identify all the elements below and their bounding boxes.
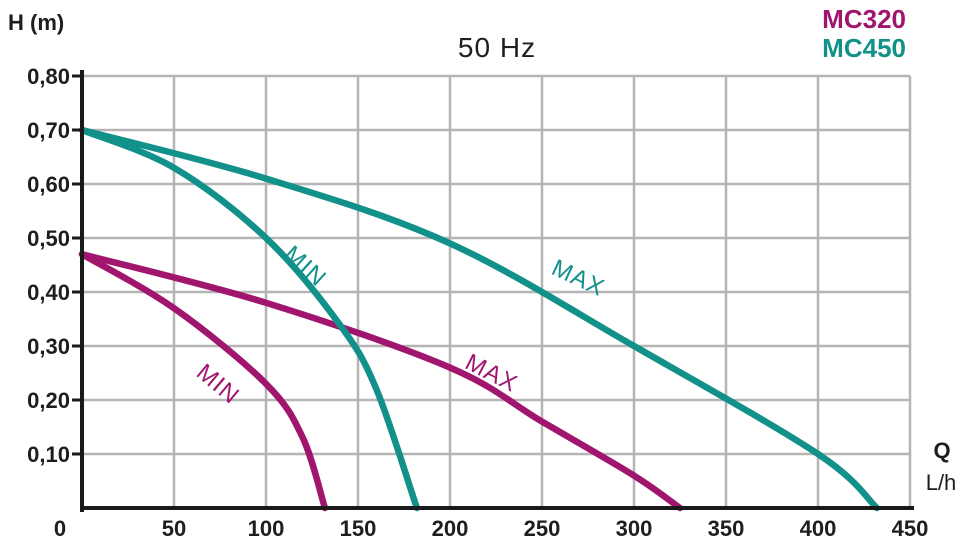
x-tick-label: 300: [616, 516, 653, 541]
x-tick-label: 150: [340, 516, 377, 541]
curve-mc450-max: [78, 126, 881, 512]
chart-title: 50 Hz: [458, 32, 536, 63]
x-axis-unit: L/h: [926, 470, 957, 495]
legend-mc320: MC320: [822, 4, 906, 34]
y-tick-label: 0,40: [27, 280, 70, 305]
y-tick-labels: 0,10 0,20 0,30 0,40 0,50 0,60 0,70 0,80: [27, 64, 70, 467]
y-tick-label: 0,30: [27, 334, 70, 359]
legend-mc450: MC450: [822, 33, 906, 63]
curve-mc450-min: [78, 126, 421, 512]
curves: [78, 126, 881, 512]
y-tick-label: 0,20: [27, 388, 70, 413]
x-tick-label: 250: [524, 516, 561, 541]
x-tick-label: 100: [248, 516, 285, 541]
axes: [72, 70, 914, 512]
x-tick-label: 50: [162, 516, 186, 541]
label-mc320-min: MIN: [191, 359, 244, 410]
y-tick-label: 0,10: [27, 442, 70, 467]
x-axis-title: Q: [933, 438, 950, 463]
curve-mc320-min: [78, 250, 329, 512]
label-mc450-max: MAX: [548, 254, 609, 302]
grid: [82, 74, 912, 508]
x-tick-label: 0: [54, 516, 66, 541]
y-tick-label: 0,80: [27, 64, 70, 89]
x-tick-labels: 0 50 100 150 200 250 300 350 400 450: [54, 516, 928, 541]
x-tick-label: 450: [892, 516, 929, 541]
y-tick-label: 0,50: [27, 226, 70, 251]
x-tick-label: 350: [708, 516, 745, 541]
curve-mc320-max: [78, 250, 684, 512]
y-tick-label: 0,70: [27, 118, 70, 143]
label-mc450-min: MIN: [279, 241, 332, 293]
y-axis-title: H (m): [8, 10, 64, 35]
x-tick-label: 200: [432, 516, 469, 541]
y-tick-label: 0,60: [27, 172, 70, 197]
x-tick-label: 400: [800, 516, 837, 541]
